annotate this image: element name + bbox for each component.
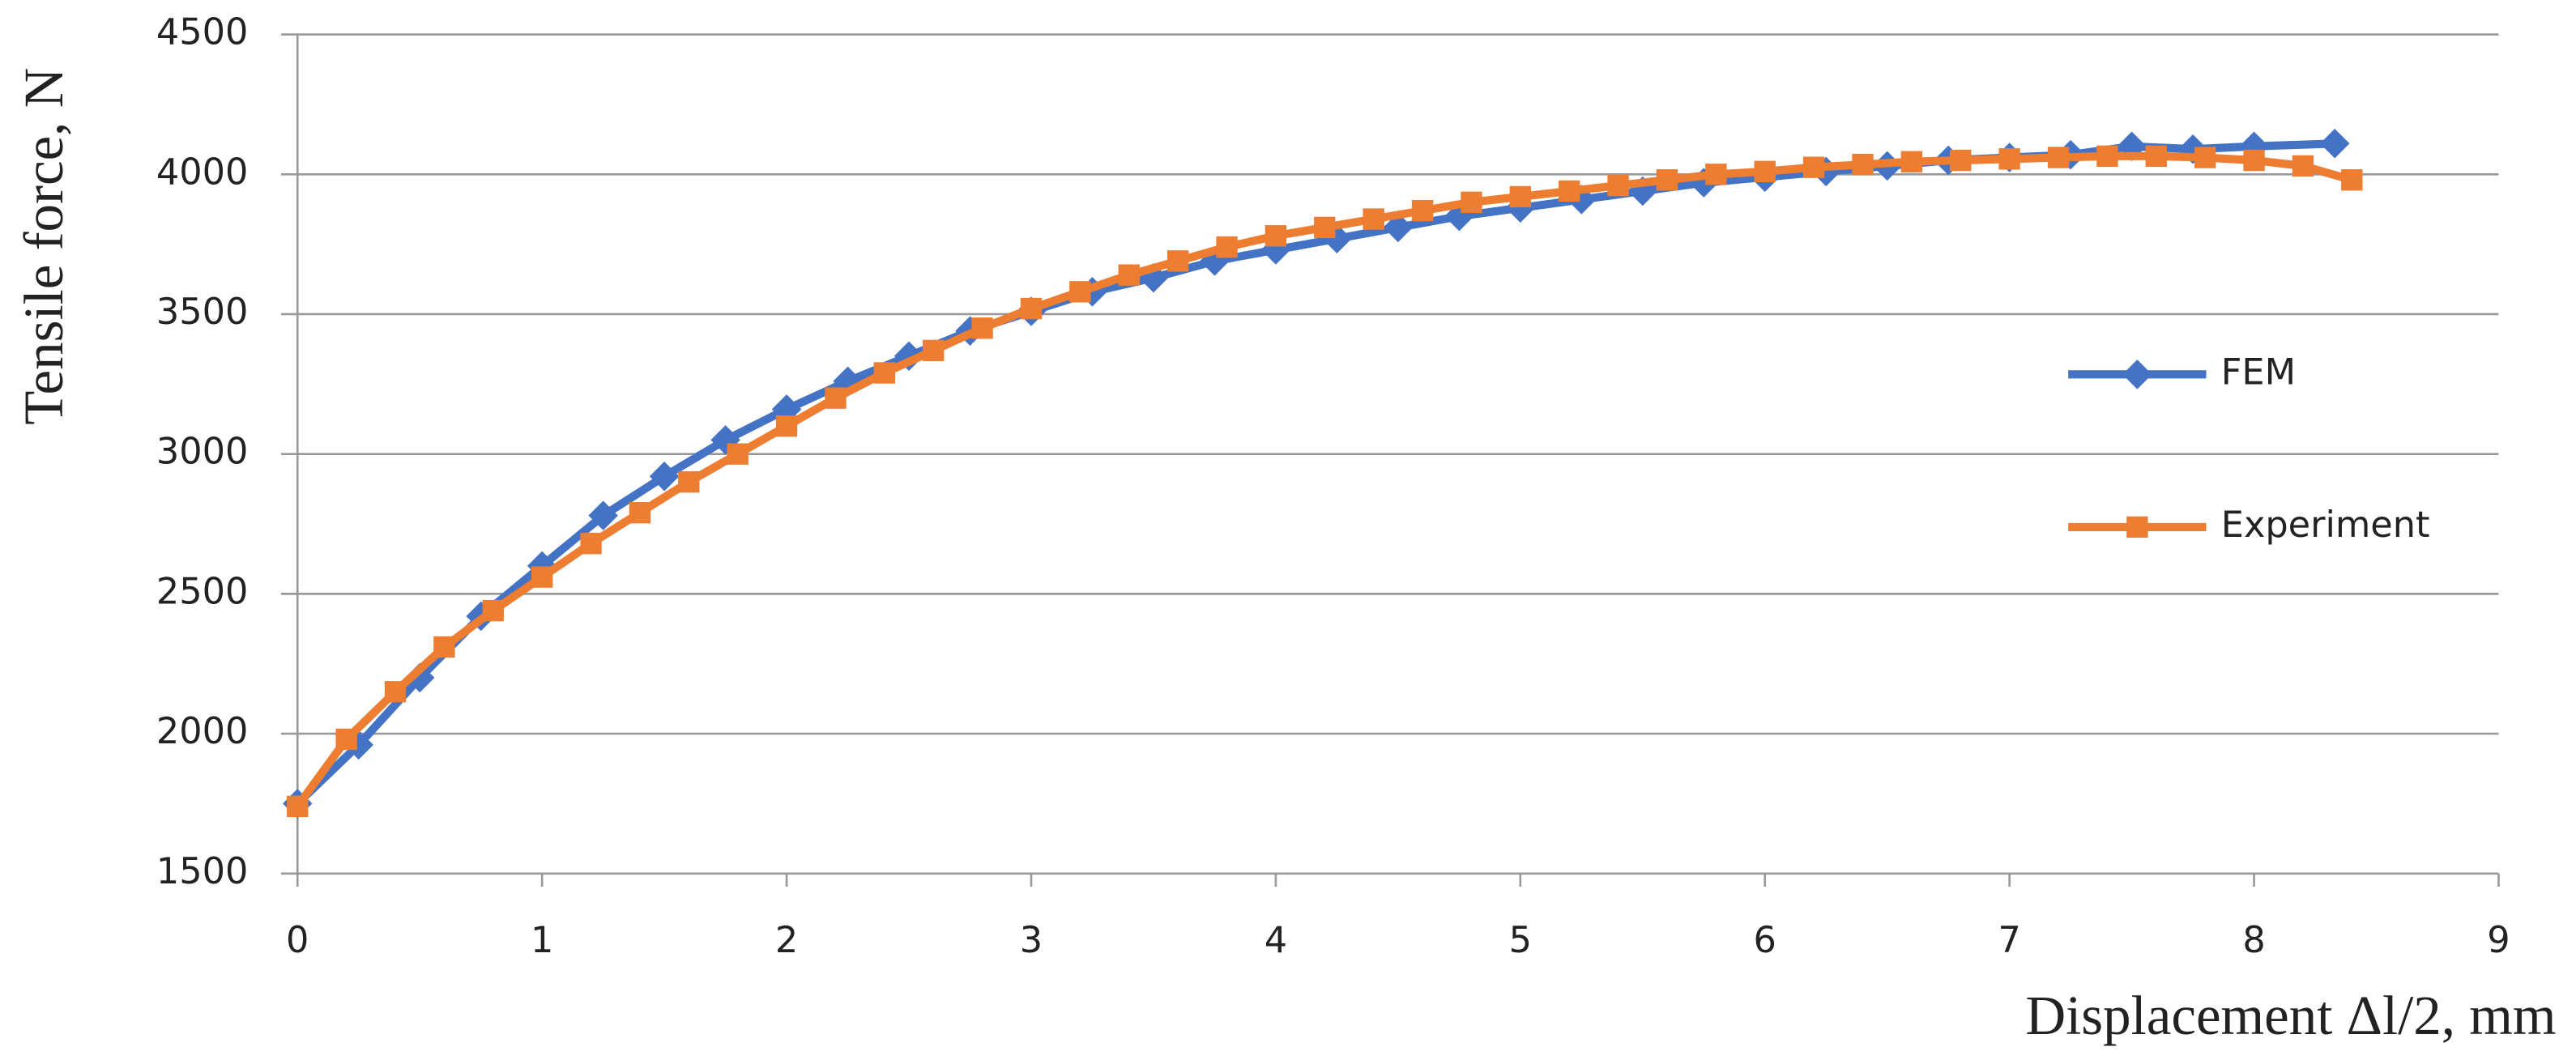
data-point <box>404 662 435 693</box>
y-tick-label: 4000 <box>156 151 249 193</box>
data-point <box>1069 281 1091 303</box>
data-point <box>1411 200 1434 222</box>
data-point <box>825 387 847 409</box>
data-point <box>1461 191 1482 214</box>
x-axis-label: Displacement Δl/2, mm <box>2025 985 2556 1046</box>
data-point <box>678 471 700 493</box>
data-point <box>1998 148 2020 170</box>
y-tick-label: 2000 <box>156 710 249 752</box>
y-tick-label: 3500 <box>156 291 249 333</box>
data-point <box>580 533 602 555</box>
data-point <box>1754 160 1776 183</box>
y-axis-label: Tensile force, N <box>13 68 75 425</box>
data-point <box>2096 145 2118 168</box>
data-point <box>1509 185 1531 208</box>
data-point <box>287 795 309 818</box>
data-point <box>1118 264 1140 286</box>
data-point <box>2341 169 2363 191</box>
x-tick-label: 8 <box>2242 919 2265 961</box>
data-point <box>2243 149 2265 172</box>
data-point <box>923 339 945 362</box>
data-point <box>1852 154 1874 176</box>
data-point <box>1314 216 1336 239</box>
data-point <box>588 500 618 530</box>
data-point <box>1607 174 1629 197</box>
data-point <box>1216 236 1238 258</box>
data-point <box>649 462 680 492</box>
data-point <box>1363 208 1384 230</box>
data-point <box>873 362 896 384</box>
data-point <box>2194 147 2216 168</box>
series-line <box>294 139 2335 807</box>
y-tick-label: 3000 <box>156 431 249 473</box>
data-point <box>1900 151 1923 172</box>
x-tick-label: 9 <box>2487 919 2510 961</box>
data-point <box>629 502 651 524</box>
data-point <box>2292 155 2314 177</box>
legend-label: Experiment <box>2221 504 2430 546</box>
data-point <box>775 415 798 437</box>
x-tick-label: 4 <box>1265 919 1287 961</box>
data-point <box>482 599 504 622</box>
data-point <box>1950 149 1972 172</box>
data-point <box>531 566 553 588</box>
data-point <box>1166 250 1189 272</box>
x-tick-label: 6 <box>1754 919 1776 961</box>
data-point <box>2047 147 2070 168</box>
x-tick-label: 2 <box>775 919 798 961</box>
data-point <box>1559 180 1580 202</box>
data-point <box>727 443 748 465</box>
x-tick-label: 1 <box>531 919 553 961</box>
y-tick-label: 2500 <box>156 570 249 612</box>
data-point <box>1802 156 1825 178</box>
data-point <box>384 681 407 703</box>
data-point <box>433 636 455 658</box>
data-point <box>2145 145 2167 168</box>
data-point <box>335 728 357 751</box>
legend-marker <box>2126 516 2148 538</box>
x-tick-label: 7 <box>1998 919 2020 961</box>
data-point <box>1265 225 1287 247</box>
x-tick-label: 0 <box>286 919 309 961</box>
x-tick-label: 5 <box>1509 919 1532 961</box>
data-point <box>971 317 993 339</box>
legend-label: FEM <box>2221 351 2296 393</box>
legend-marker <box>2122 360 2152 389</box>
data-point <box>1705 164 1727 185</box>
data-point <box>2319 129 2350 159</box>
y-tick-label: 4500 <box>156 11 249 53</box>
x-tick-label: 3 <box>1020 919 1043 961</box>
series-line <box>294 151 2353 809</box>
data-point <box>1656 169 1678 191</box>
data-point <box>1020 297 1043 320</box>
y-tick-label: 1500 <box>156 850 249 892</box>
